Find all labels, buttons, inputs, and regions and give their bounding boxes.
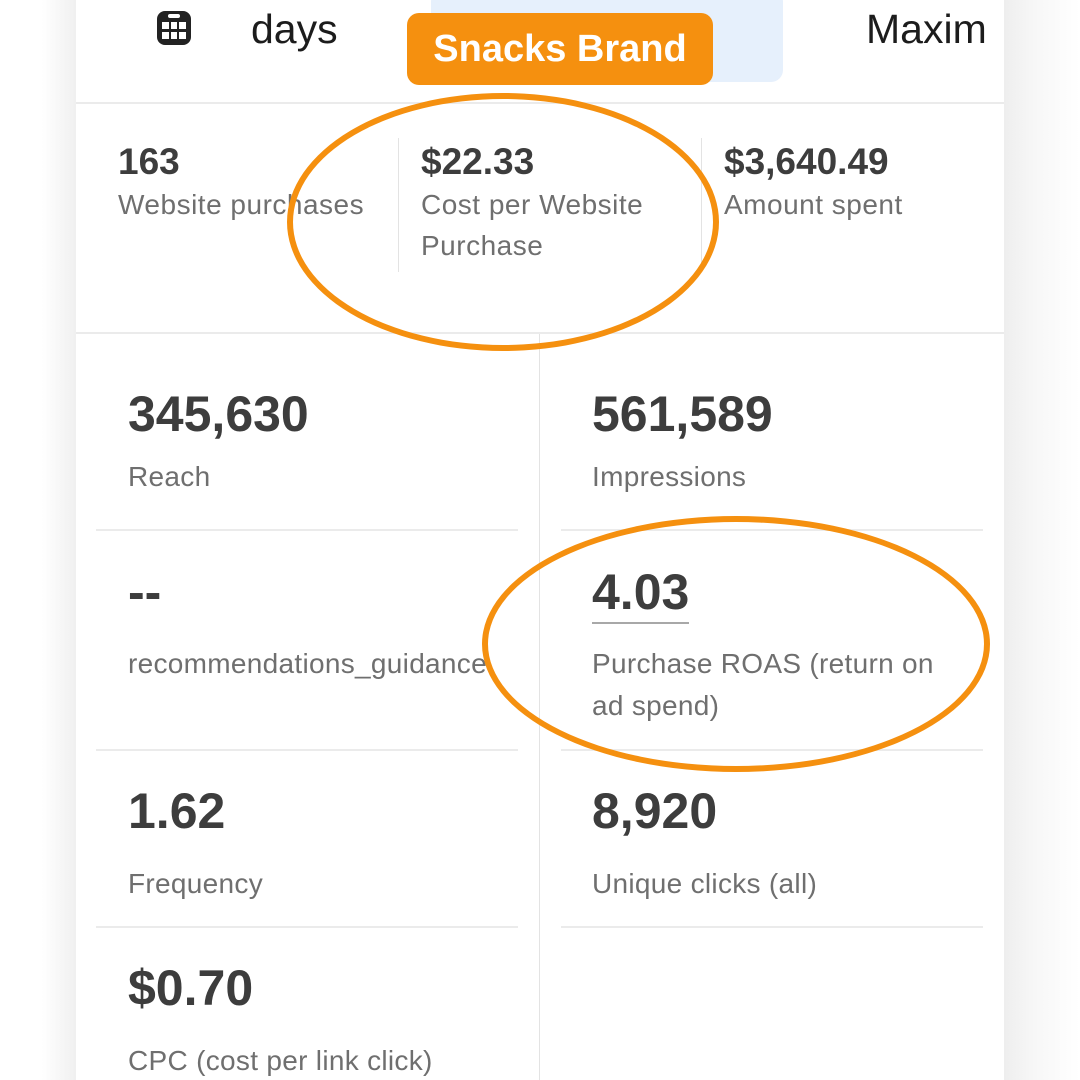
metric-label: recommendations_guidance — [128, 648, 487, 679]
row-divider — [561, 926, 983, 928]
highlight-ellipse-cost-per-purchase — [287, 93, 719, 351]
metric-frequency: 1.62 Frequency — [128, 781, 508, 905]
highlight-ellipse-roas — [482, 516, 990, 772]
metric-label: Frequency — [128, 868, 263, 899]
metric-value: 1.62 — [128, 783, 226, 839]
row-divider — [96, 529, 518, 531]
metric-label: Unique clicks (all) — [592, 868, 818, 899]
metric-recommendations-guidance: -- recommendations_guidance — [128, 562, 488, 685]
metric-value: $0.70 — [128, 960, 254, 1016]
right-backdrop — [1004, 0, 1080, 1080]
metric-value: 8,920 — [592, 783, 718, 839]
tab-days[interactable]: days — [251, 6, 338, 52]
tab-maximum[interactable]: Maxim — [866, 6, 987, 52]
metric-value: 345,630 — [128, 386, 309, 442]
left-backdrop — [0, 0, 76, 1080]
row-divider — [96, 749, 518, 751]
metric-unique-clicks: 8,920 Unique clicks (all) — [592, 781, 972, 905]
metric-label: Reach — [128, 461, 211, 492]
row-divider — [96, 926, 518, 928]
metric-value: 561,589 — [592, 386, 773, 442]
metric-reach: 345,630 Reach — [128, 384, 508, 498]
metric-cpc: $0.70 CPC (cost per link click) — [128, 958, 528, 1080]
metric-impressions: 561,589 Impressions — [592, 384, 972, 498]
brand-label-badge: Snacks Brand — [407, 13, 713, 85]
summary-value: 163 — [118, 141, 180, 182]
metric-label: CPC (cost per link click) — [128, 1045, 433, 1076]
summary-amount-spent: $3,640.49 Amount spent — [724, 140, 1004, 225]
metric-label: Impressions — [592, 461, 747, 492]
summary-label: Amount spent — [724, 189, 903, 220]
summary-value: $3,640.49 — [724, 141, 889, 182]
metric-value: -- — [128, 564, 162, 620]
calendar-icon[interactable] — [156, 10, 192, 46]
